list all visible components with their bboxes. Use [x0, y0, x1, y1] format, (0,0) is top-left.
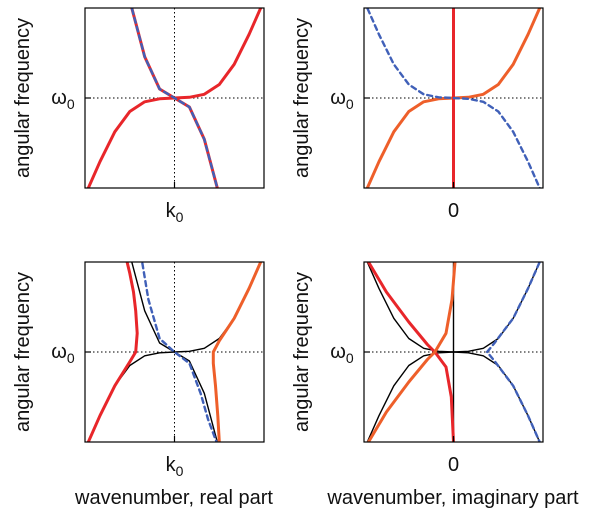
series-line-orange-4: [366, 262, 457, 442]
panel-bottom-right: 0 ω0 angular frequency: [291, 261, 544, 476]
panel-bottom-left: k0 ω0 angular frequency: [12, 261, 265, 479]
y-axis-label: angular frequency: [12, 272, 34, 432]
y-axis-label: angular frequency: [291, 272, 313, 432]
curves: [365, 8, 542, 188]
series-line-black-1: [131, 262, 219, 442]
panels: k0 ω0 angular frequency 0 ω0 angular frequenc…: [12, 7, 544, 479]
series-line-blue_dashed-2: [365, 8, 541, 188]
x-axis-label-real: wavenumber, real part: [74, 487, 273, 509]
x-tick-label: k0: [166, 454, 184, 479]
curves: [86, 262, 263, 442]
series-line-red-3: [366, 262, 455, 442]
series-line-orange-3: [211, 262, 263, 442]
series-line-blue_dashed-4: [140, 262, 218, 442]
series-line-blue_dashed-2: [130, 8, 219, 188]
x-axis-label-imaginary: wavenumber, imaginary part: [326, 487, 579, 509]
curves: [86, 8, 263, 188]
y-axis-label: angular frequency: [291, 18, 313, 178]
y-tick-label: ω0: [51, 341, 75, 366]
series-line-red-2: [86, 262, 139, 442]
x-tick-label: 0: [448, 200, 459, 222]
y-tick-label: ω0: [330, 341, 354, 366]
curves: [366, 262, 542, 442]
x-tick-label: 0: [448, 454, 459, 476]
panel-top-left: k0 ω0 angular frequency: [12, 7, 265, 225]
series-line-blue_dashed-5: [485, 262, 542, 442]
y-tick-label: ω0: [51, 87, 75, 112]
x-tick-label: k0: [166, 200, 184, 225]
panel-top-right: 0 ω0 angular frequency: [291, 7, 544, 222]
y-tick-label: ω0: [330, 87, 354, 112]
y-axis-label: angular frequency: [12, 18, 34, 178]
